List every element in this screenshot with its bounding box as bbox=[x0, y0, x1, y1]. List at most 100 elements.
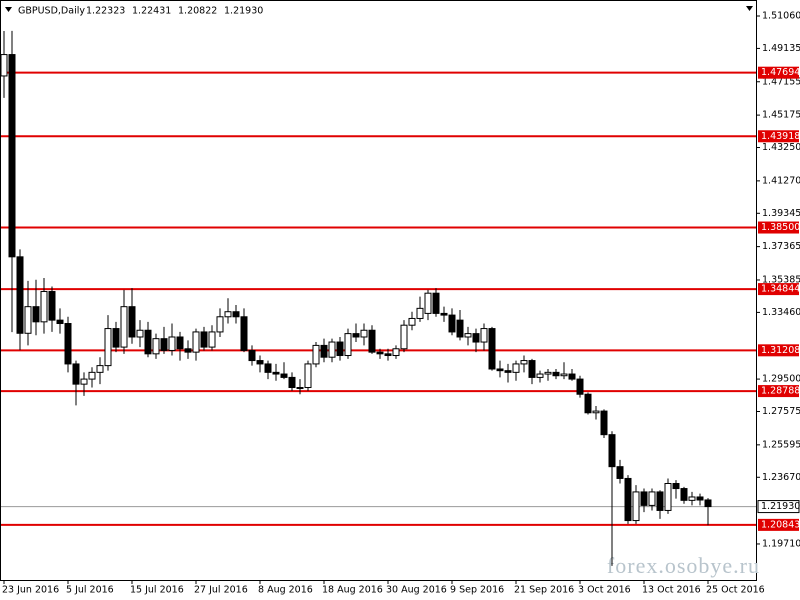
candle-body bbox=[424, 292, 432, 314]
header-quote: 1.20822 bbox=[178, 6, 217, 17]
candle-body bbox=[640, 491, 648, 506]
candle-body bbox=[144, 329, 152, 355]
candle-body bbox=[248, 349, 256, 362]
x-tick-label: 15 Jul 2016 bbox=[130, 585, 184, 596]
candle-body bbox=[120, 306, 128, 348]
candle-body bbox=[64, 323, 72, 365]
candle-body bbox=[272, 371, 280, 375]
price-label: 1.21930 bbox=[761, 501, 800, 512]
y-tick-label: 1.39345 bbox=[762, 208, 800, 219]
y-tick-label: 1.27575 bbox=[762, 406, 800, 417]
watermark: forex.osobye.ru bbox=[607, 553, 760, 578]
x-tick-label: 13 Oct 2016 bbox=[642, 585, 701, 596]
candle-body bbox=[160, 338, 168, 351]
level-label: 1.47694 bbox=[761, 67, 800, 78]
level-tag bbox=[758, 130, 799, 143]
level-tag bbox=[758, 66, 799, 79]
candle-body bbox=[504, 370, 512, 373]
y-tick-label: 1.33460 bbox=[762, 307, 800, 318]
x-tick-label: 21 Sep 2016 bbox=[514, 585, 574, 596]
candle-body bbox=[656, 491, 664, 511]
candle-body bbox=[176, 336, 184, 350]
candle-body bbox=[648, 491, 656, 506]
candle-body bbox=[344, 333, 352, 357]
candle-body bbox=[416, 307, 424, 319]
candle-body bbox=[464, 333, 472, 338]
candle-body bbox=[592, 410, 600, 414]
candle-body bbox=[584, 393, 592, 414]
candle-body bbox=[104, 328, 112, 367]
candle-body bbox=[56, 319, 64, 325]
candle-body bbox=[312, 344, 320, 365]
candle-body bbox=[256, 360, 264, 365]
candle-body bbox=[664, 483, 672, 511]
candle-body bbox=[208, 331, 216, 348]
level-tag bbox=[758, 344, 799, 357]
candle-body bbox=[568, 373, 576, 380]
x-tick-label: 25 Oct 2016 bbox=[706, 585, 765, 596]
level-label: 1.34844 bbox=[761, 284, 800, 295]
candle-body bbox=[320, 344, 328, 358]
candle-body bbox=[288, 376, 296, 389]
plot-frame bbox=[0, 0, 757, 581]
symbol: GBPUSD,Daily bbox=[18, 6, 85, 17]
candle-body bbox=[688, 496, 696, 501]
candle-body bbox=[304, 363, 312, 389]
candle-body bbox=[168, 336, 176, 351]
candle-body bbox=[48, 291, 56, 321]
x-tick-label: 3 Oct 2016 bbox=[578, 585, 631, 596]
candle-body bbox=[336, 341, 344, 357]
x-tick-label: 8 Aug 2016 bbox=[258, 585, 313, 596]
level-label: 1.31208 bbox=[761, 345, 800, 356]
candle-body bbox=[280, 373, 288, 378]
menu-arrow[interactable] bbox=[5, 7, 12, 12]
candle-body bbox=[232, 311, 240, 318]
candle-body bbox=[0, 54, 8, 77]
candle-body bbox=[376, 351, 384, 355]
candle-body bbox=[360, 329, 368, 338]
y-tick-label: 1.43250 bbox=[762, 142, 800, 153]
candle-body bbox=[608, 434, 616, 468]
candle-body bbox=[296, 387, 304, 390]
candle-body bbox=[496, 368, 504, 372]
header: GBPUSD,Daily bbox=[18, 6, 85, 17]
candle-body bbox=[184, 348, 192, 353]
candle-body bbox=[528, 360, 536, 378]
level-tag bbox=[758, 518, 799, 531]
candle-body bbox=[600, 410, 608, 436]
candle-body bbox=[472, 333, 480, 343]
header-quote: 1.22431 bbox=[132, 6, 171, 17]
y-tick-label: 1.19710 bbox=[762, 538, 800, 549]
candle-body bbox=[400, 324, 408, 350]
candle-body bbox=[632, 491, 640, 522]
candle-body bbox=[488, 328, 496, 370]
y-tick-label: 1.47155 bbox=[762, 76, 800, 87]
candle-body bbox=[480, 328, 488, 343]
level-tag bbox=[758, 385, 799, 398]
x-tick-label: 27 Jul 2016 bbox=[194, 585, 248, 596]
candle-body bbox=[616, 466, 624, 479]
candle-body bbox=[704, 499, 712, 508]
candle-body bbox=[32, 306, 40, 323]
price-tag bbox=[757, 500, 800, 514]
candle-body bbox=[24, 306, 32, 334]
candle-body bbox=[576, 378, 584, 395]
candle-body bbox=[192, 331, 200, 353]
candle-body bbox=[240, 316, 248, 351]
y-tick-label: 1.41270 bbox=[762, 175, 800, 186]
candle-body bbox=[672, 483, 680, 490]
candle-body bbox=[96, 365, 104, 373]
level-label: 1.38500 bbox=[761, 222, 800, 233]
candle-body bbox=[136, 329, 144, 338]
y-tick-label: 1.37365 bbox=[762, 241, 800, 252]
candle-body bbox=[440, 312, 448, 316]
scroll-arrow[interactable] bbox=[746, 6, 753, 11]
candle-body bbox=[216, 316, 224, 333]
candle-body bbox=[80, 378, 88, 385]
candle-body bbox=[432, 292, 440, 314]
x-tick-label: 23 Jun 2016 bbox=[2, 585, 59, 596]
candle-body bbox=[696, 496, 704, 501]
y-tick-label: 1.51060 bbox=[762, 10, 800, 21]
